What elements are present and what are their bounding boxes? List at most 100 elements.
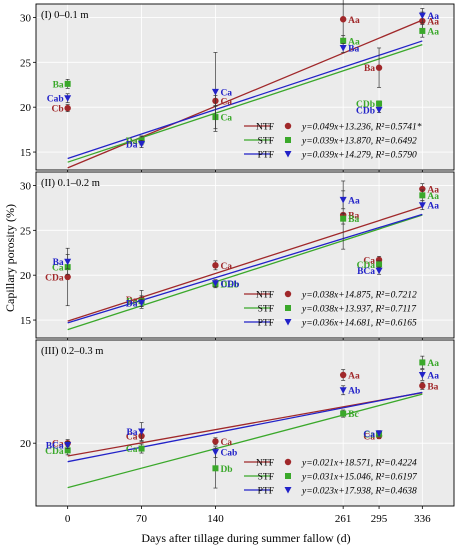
significance-label: Ba — [348, 212, 359, 222]
x-tick-label: 70 — [136, 513, 148, 525]
significance-label: Ca — [220, 114, 232, 124]
significance-label: Ba — [348, 44, 359, 54]
data-point-ntf — [212, 438, 219, 445]
significance-label: Ba — [427, 382, 438, 392]
y-tick-label: 20 — [20, 270, 32, 282]
significance-label: Aa — [427, 186, 439, 196]
data-point-stf — [138, 445, 145, 452]
x-tick-label: 336 — [414, 513, 431, 525]
y-tick-label: 15 — [20, 315, 32, 327]
legend-marker — [284, 151, 292, 158]
fit-line-ptf — [67, 391, 423, 463]
significance-label: Cb — [52, 105, 64, 115]
significance-label: Ca — [52, 440, 64, 450]
legend-label: STF — [258, 305, 274, 315]
significance-label: CDb — [220, 280, 239, 290]
y-tick-label: 30 — [20, 180, 32, 192]
significance-label: BCa — [357, 267, 375, 277]
x-tick-label: 0 — [65, 513, 71, 525]
x-tick-label: 295 — [371, 513, 388, 525]
legend-equation: y=0.038x+13.937, R²=0.7117 — [301, 305, 417, 315]
panel-title: (II) 0.1–0.2 m — [41, 178, 100, 189]
data-point-ptf — [64, 258, 72, 266]
data-point-stf — [419, 27, 426, 34]
legend-equation: y=0.038x+14.875, R²=0.7212 — [301, 291, 417, 301]
y-tick-label: 15 — [20, 147, 32, 159]
significance-label: Aa — [427, 202, 439, 212]
legend-label: NTF — [256, 291, 274, 301]
fit-line-stf — [67, 214, 423, 331]
data-point-ntf — [419, 185, 426, 193]
significance-label: Aa — [427, 192, 439, 202]
legend-label: NTF — [256, 459, 274, 469]
data-point-ptf — [138, 300, 146, 307]
significance-label: Ca — [220, 262, 232, 272]
plot-area — [36, 4, 454, 170]
significance-label: DEb — [220, 281, 238, 291]
y-axis-label: Capillary porosity (%) — [3, 204, 17, 312]
data-point-ptf — [418, 202, 426, 209]
data-point-ptf — [211, 280, 219, 287]
legend-marker — [284, 487, 292, 494]
data-point-ptf — [339, 387, 347, 394]
legend-marker — [284, 122, 292, 130]
significance-label: Aa — [427, 18, 439, 28]
legend-equation: y=0.039x+14.279, R²=0.5790 — [301, 151, 417, 161]
legend-equation: y=0.023x+17.938, R²=0.4638 — [301, 487, 417, 497]
plot-area — [36, 172, 454, 338]
data-point-ntf — [212, 262, 219, 269]
significance-label: Ca — [126, 445, 138, 455]
significance-label: Da — [126, 296, 138, 306]
significance-label: Aa — [427, 27, 439, 37]
significance-label: Ea — [126, 298, 137, 308]
data-point-ntf — [64, 104, 71, 112]
data-point-stf — [419, 192, 426, 199]
significance-label: Aa — [427, 371, 439, 381]
significance-label: CDb — [356, 106, 375, 116]
legend-equation: y=0.031x+15.046, R²=0.6197 — [301, 473, 418, 483]
data-point-ntf — [419, 382, 426, 389]
chart-panel-2: CDaDaCaBaCaAaCaEaDEbBaCDaAaBaDaCDbAaBCaA… — [20, 171, 455, 341]
fit-line-stf — [67, 43, 423, 163]
significance-label: CDa — [45, 447, 64, 457]
significance-label: Ba — [126, 428, 137, 438]
significance-label: Ca — [52, 264, 64, 274]
data-point-ptf — [138, 140, 146, 148]
data-point-ntf — [375, 64, 383, 71]
significance-label: CDa — [357, 261, 376, 271]
significance-label: Ba — [364, 64, 375, 74]
chart-panels: CbDaCaAaBaAaBaDaCaAaCDbAaCabDaCaBaCDbAaN… — [20, 0, 455, 525]
legend-label: NTF — [256, 123, 274, 133]
significance-label: Db — [220, 465, 232, 475]
data-point-stf — [376, 261, 383, 268]
y-tick-label: 25 — [20, 225, 32, 237]
data-point-stf — [212, 465, 219, 472]
significance-label: Ca — [363, 431, 375, 441]
data-point-ptf — [339, 196, 347, 204]
data-point-ptf — [375, 267, 383, 275]
significance-label: Ca — [363, 256, 375, 266]
significance-label: Da — [126, 300, 138, 310]
data-point-stf — [64, 447, 71, 454]
y-tick-label: 20 — [20, 102, 32, 114]
significance-label: Aa — [427, 12, 439, 22]
data-point-ntf — [339, 16, 347, 23]
significance-label: Aa — [427, 359, 439, 369]
data-point-ptf — [418, 12, 426, 20]
data-point-ptf — [138, 428, 146, 436]
significance-label: Da — [126, 137, 138, 147]
data-point-ptf — [64, 441, 72, 449]
significance-label: Ca — [363, 433, 375, 443]
legend-label: STF — [258, 473, 274, 483]
data-point-ntf — [64, 273, 71, 281]
data-point-stf — [419, 359, 426, 366]
panel-frame — [35, 339, 455, 507]
significance-label: Ca — [220, 438, 232, 448]
legend-marker — [285, 137, 291, 143]
data-point-ptf — [339, 44, 347, 52]
legend-equation: y=0.021x+18.571, R²=0.4224 — [301, 459, 417, 469]
panel-title: (I) 0–0.1 m — [41, 10, 89, 21]
significance-label: CDb — [356, 100, 375, 110]
significance-label: Ba — [348, 215, 359, 225]
